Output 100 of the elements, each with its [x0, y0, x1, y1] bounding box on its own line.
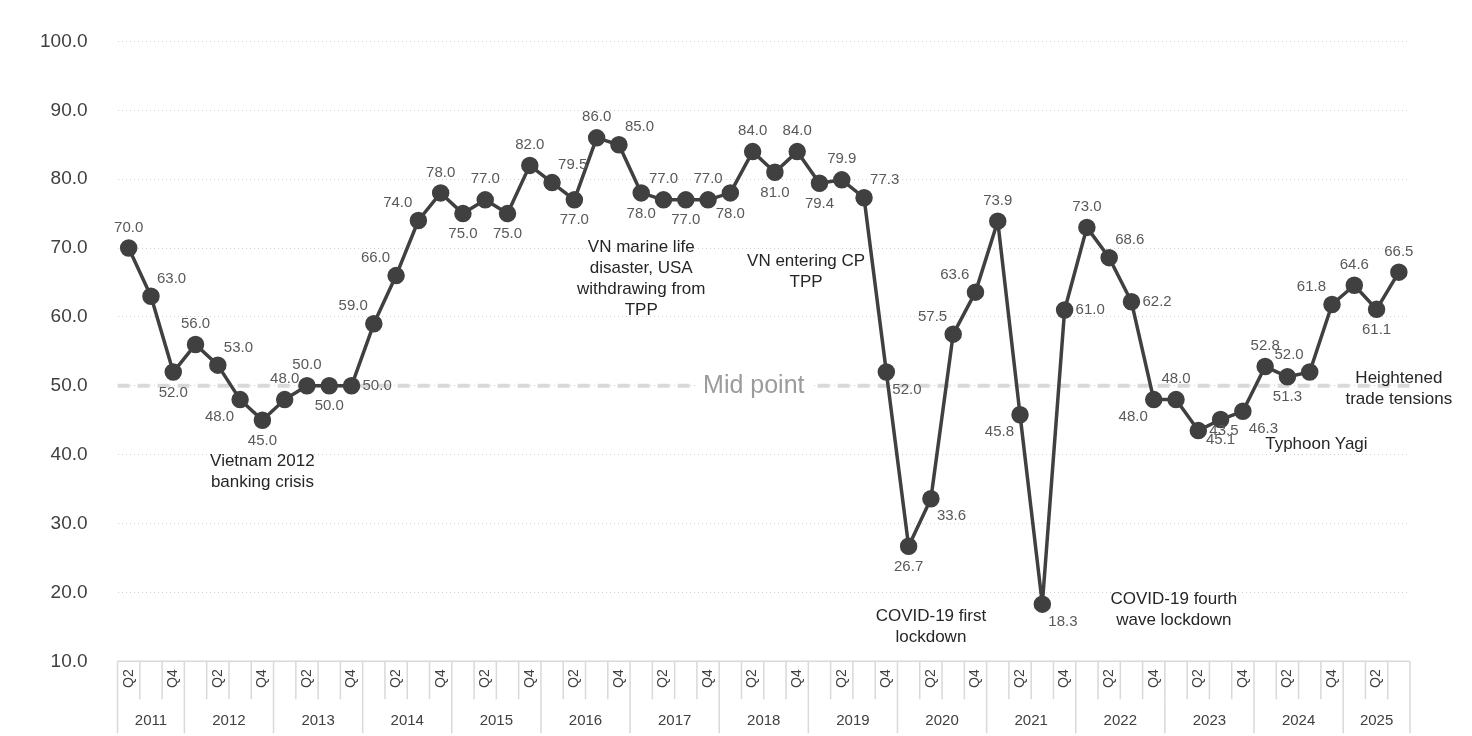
data-label: 77.0 — [693, 169, 723, 187]
point — [899, 537, 918, 556]
point — [275, 390, 294, 409]
data-label: 53.0 — [223, 337, 254, 355]
y-tick-label: 60.0 — [50, 305, 88, 327]
data-label: 57.5 — [917, 306, 948, 324]
text: 2012 — [212, 711, 246, 729]
data-label: 59.0 — [338, 296, 368, 314]
point — [1189, 421, 1208, 440]
data-label: 73.0 — [1072, 197, 1102, 215]
point — [543, 173, 561, 192]
x-tick-label: Q2 — [119, 669, 136, 689]
x-tick-label: Q4 — [1055, 669, 1072, 689]
point — [1100, 248, 1118, 267]
data-label: 75.0 — [448, 224, 478, 242]
point — [632, 184, 650, 202]
point — [766, 163, 784, 182]
x-tick-label: Q2 — [832, 669, 849, 689]
point — [944, 325, 962, 343]
text: 2017 — [657, 711, 692, 729]
data-label: 66.5 — [1384, 241, 1414, 259]
data-label: 85.0 — [624, 117, 655, 135]
data-label: 18.3 — [1048, 611, 1078, 629]
data-label: 64.6 — [1339, 254, 1369, 272]
ref-line-label: Mid point — [703, 369, 805, 398]
point — [342, 377, 361, 395]
annotation: Heightened trade tensions — [1345, 368, 1453, 409]
x-tick-label: Q2 — [743, 669, 760, 689]
data-label: 63.6 — [940, 264, 970, 282]
data-label: 78.0 — [626, 203, 656, 221]
point — [1011, 405, 1029, 424]
point — [855, 189, 873, 207]
text: 2018 — [747, 711, 781, 729]
point — [1144, 390, 1163, 409]
text: 2019 — [836, 711, 870, 729]
data-label: 50.0 — [314, 396, 344, 414]
point — [1300, 363, 1319, 381]
annotation: VN marine life disaster, USA withdrawing from TPP — [575, 237, 706, 320]
data-label: 70.0 — [114, 217, 144, 235]
point — [877, 363, 896, 381]
point — [1390, 263, 1408, 281]
data-label: 45.8 — [984, 422, 1015, 440]
data-label: 33.6 — [936, 506, 967, 524]
point — [1055, 301, 1074, 319]
point — [1122, 293, 1141, 311]
data-label: 79.9 — [827, 149, 857, 167]
data-label: 75.0 — [492, 224, 523, 242]
data-label: 86.0 — [582, 107, 612, 125]
point — [610, 135, 628, 154]
x-tick-label: Q2 — [654, 669, 671, 689]
y-tick-label: 20.0 — [50, 580, 88, 602]
y-tick-label: 90.0 — [50, 98, 88, 120]
text: 2020 — [925, 711, 959, 729]
data-label: 51.3 — [1272, 387, 1303, 405]
point — [431, 184, 450, 202]
y-tick-label: 30.0 — [50, 511, 88, 533]
data-label: 66.0 — [360, 248, 391, 266]
y-tick-label: 70.0 — [50, 236, 88, 258]
point — [454, 204, 472, 223]
point — [164, 363, 183, 381]
x-tick-label: Q2 — [297, 669, 314, 689]
point — [1078, 218, 1096, 237]
data-label: 84.0 — [782, 121, 812, 139]
point — [922, 490, 940, 508]
point — [1345, 276, 1364, 294]
data-label: 46.3 — [1248, 418, 1279, 436]
point — [677, 191, 695, 209]
data-label: 77.0 — [470, 169, 500, 187]
point — [966, 283, 985, 301]
point — [119, 239, 138, 257]
data-label: 68.6 — [1115, 230, 1145, 248]
data-label: 77.0 — [671, 210, 701, 228]
point — [654, 191, 673, 209]
data-label: 48.0 — [1161, 369, 1191, 387]
annotation: COVID-19 first lockdown — [875, 606, 987, 647]
data-label: 56.0 — [180, 314, 211, 332]
point — [1234, 402, 1252, 421]
point — [521, 156, 539, 175]
text: 2024 — [1281, 711, 1316, 729]
text: 2021 — [1014, 711, 1048, 729]
data-label: 77.0 — [559, 210, 589, 228]
text: 2015 — [479, 711, 514, 729]
point — [186, 335, 205, 354]
x-tick-label: Q4 — [788, 669, 805, 689]
data-label: 52.0 — [892, 379, 922, 397]
y-tick-label: 80.0 — [50, 167, 88, 189]
point — [365, 315, 383, 333]
data-label: 61.0 — [1075, 300, 1105, 318]
x-tick-label: Q4 — [877, 669, 894, 689]
point — [387, 266, 405, 285]
data-label: 63.0 — [156, 268, 187, 286]
point — [209, 356, 227, 374]
data-label: 73.9 — [983, 190, 1013, 208]
y-tick-label: 50.0 — [50, 374, 88, 396]
point — [1033, 595, 1052, 613]
point — [810, 174, 829, 193]
x-tick-label: Q4 — [1233, 669, 1250, 689]
data-label: 79.5 — [558, 155, 588, 173]
data-label: 26.7 — [894, 556, 924, 574]
point — [1323, 295, 1341, 314]
